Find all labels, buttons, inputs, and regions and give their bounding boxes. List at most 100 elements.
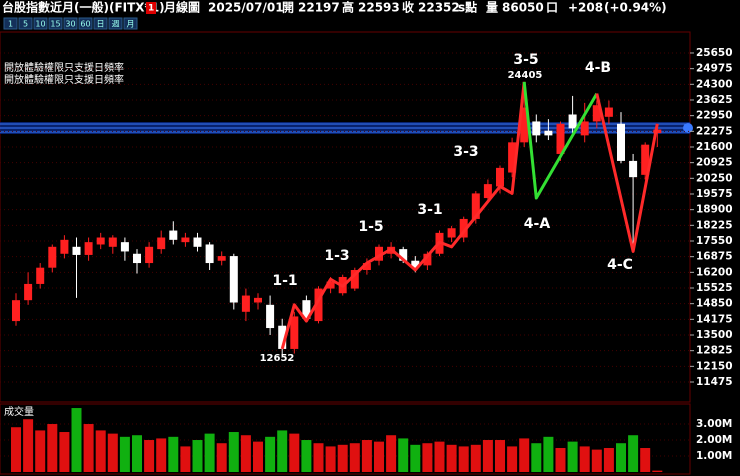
volume-bar bbox=[192, 440, 203, 472]
candle-body bbox=[60, 239, 69, 254]
interval-button-label: 日 bbox=[97, 20, 105, 29]
volume-bar bbox=[337, 444, 348, 472]
candle-body bbox=[145, 246, 154, 264]
volume-bar bbox=[374, 441, 384, 472]
interval-button[interactable] bbox=[3, 17, 18, 30]
candle-body bbox=[483, 184, 492, 199]
interval-button[interactable] bbox=[123, 17, 138, 30]
volume-bar bbox=[434, 441, 445, 472]
volume-bar bbox=[603, 448, 614, 472]
candle-body bbox=[641, 144, 650, 175]
change-pct: (+0.94%) bbox=[604, 1, 667, 15]
volume-bar bbox=[398, 438, 409, 472]
volume-bar bbox=[458, 446, 469, 472]
badge-box bbox=[146, 2, 156, 14]
close-label: 收 bbox=[402, 0, 414, 15]
y-tick-label: 14175 bbox=[696, 313, 733, 325]
price-mark: 12652 bbox=[260, 353, 295, 364]
candle-body bbox=[629, 160, 638, 178]
volume-bar bbox=[519, 438, 530, 472]
wave-label: 3-3 bbox=[453, 144, 478, 160]
y-tick-label: 2.00M bbox=[696, 434, 732, 446]
y-tick-label: 23625 bbox=[696, 94, 733, 106]
volume-bar bbox=[144, 440, 155, 472]
y-tick-label: 20925 bbox=[696, 157, 733, 169]
volume-bar bbox=[156, 438, 167, 472]
candle-body bbox=[12, 300, 20, 322]
candle-body bbox=[496, 167, 504, 187]
interval-button[interactable] bbox=[108, 17, 123, 30]
volume-bar bbox=[482, 440, 493, 472]
wave-label: 3-5 bbox=[513, 52, 538, 68]
volume-bar bbox=[495, 440, 505, 472]
volume-bar bbox=[216, 443, 227, 472]
volume-bar bbox=[543, 436, 554, 472]
volume-bar bbox=[180, 446, 191, 472]
candle-body bbox=[459, 218, 468, 238]
interval-button-label: 週 bbox=[112, 20, 120, 29]
interval-button[interactable] bbox=[18, 17, 33, 30]
y-tick-label: 19575 bbox=[696, 188, 733, 200]
y-tick-label: 22275 bbox=[696, 125, 733, 137]
volume-bar bbox=[47, 424, 58, 472]
level-band bbox=[0, 122, 693, 134]
volume-frame bbox=[0, 403, 691, 475]
interval-button[interactable] bbox=[33, 17, 48, 30]
period: 月線圖 bbox=[163, 0, 200, 15]
candle-body bbox=[471, 193, 480, 219]
y-tick-label: 18900 bbox=[696, 204, 733, 216]
volume-bar bbox=[107, 433, 118, 472]
candle-body bbox=[399, 249, 408, 261]
y-tick-label: 13500 bbox=[696, 329, 733, 341]
candle-body bbox=[120, 242, 129, 252]
volume-bar bbox=[59, 432, 70, 472]
candle-body bbox=[350, 270, 359, 289]
interval-button[interactable] bbox=[78, 17, 93, 30]
volume-bar bbox=[23, 419, 34, 472]
candle-body bbox=[326, 281, 335, 289]
high: 22593 bbox=[358, 1, 400, 15]
y-tick-label: 20250 bbox=[696, 172, 733, 184]
y-tick-label: 16200 bbox=[696, 266, 733, 278]
volume-bar bbox=[422, 443, 433, 472]
candle-body bbox=[290, 316, 299, 349]
volume-bar bbox=[386, 435, 397, 472]
candle-body bbox=[36, 267, 45, 284]
volume-bar bbox=[470, 444, 481, 472]
candle-body bbox=[544, 130, 553, 136]
y-tick-label: 12825 bbox=[696, 345, 733, 357]
volume-bar bbox=[446, 444, 457, 472]
open-label: 開 bbox=[282, 1, 294, 15]
volume-bar bbox=[228, 432, 239, 472]
volume-bar bbox=[628, 435, 639, 472]
wave-line bbox=[522, 81, 599, 200]
volume: 86050 bbox=[502, 1, 544, 15]
open: 22197 bbox=[298, 1, 340, 15]
interval-button[interactable] bbox=[48, 17, 63, 30]
volume-unit: 口 bbox=[546, 1, 558, 15]
price-frame bbox=[0, 31, 691, 403]
volume-bar bbox=[265, 436, 276, 472]
volume-bar bbox=[289, 433, 300, 472]
y-tick-label: 21600 bbox=[696, 141, 733, 153]
symbol: 台股指數近月(一般)(FITX*1) bbox=[2, 0, 165, 15]
wave-label: 1-1 bbox=[272, 273, 297, 289]
candle-body bbox=[108, 237, 117, 247]
candle-body bbox=[157, 237, 166, 250]
interval-button[interactable] bbox=[93, 17, 108, 30]
candle-body bbox=[169, 230, 178, 240]
candle-body bbox=[592, 105, 601, 122]
interval-button-label: 5 bbox=[23, 20, 28, 29]
candle-body bbox=[24, 283, 33, 301]
note: 開放體驗權限只支援日頻率 bbox=[4, 61, 124, 74]
volume-bar bbox=[301, 440, 312, 472]
wave-label: 4-B bbox=[585, 60, 611, 76]
candle-body bbox=[96, 237, 105, 245]
candle-body bbox=[254, 297, 262, 303]
interval-button-label: 60 bbox=[80, 20, 90, 29]
candle-body bbox=[72, 246, 81, 255]
interval-button[interactable] bbox=[63, 17, 78, 30]
